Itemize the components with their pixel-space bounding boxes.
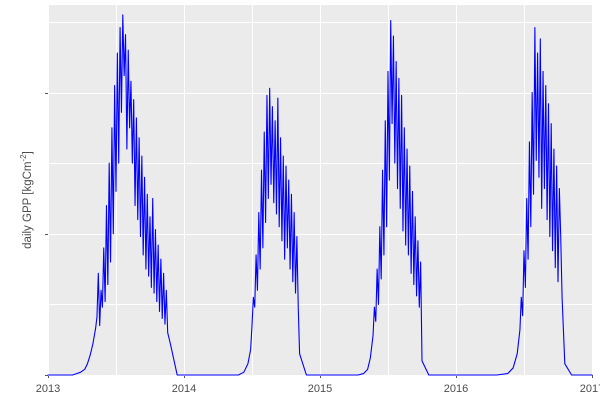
series-layer [48, 5, 592, 375]
gridline-minor-vertical [388, 5, 389, 375]
gridline-major-vertical [48, 5, 50, 375]
y-axis-title: daily GPP [kgCm-2] [16, 0, 34, 400]
x-axis-tick-mark [48, 375, 49, 378]
y-axis-title-suffix: ] [21, 151, 34, 155]
y-axis-tick-mark [45, 375, 48, 376]
x-axis-tick-label: 2013 [35, 383, 61, 395]
series-line-daily-gpp [48, 15, 592, 375]
gridline-major-vertical [184, 5, 186, 375]
x-axis-tick-mark [592, 375, 593, 378]
x-axis-tick-label: 2015 [307, 383, 333, 395]
y-axis-tick-mark [45, 233, 48, 235]
y-axis-title-text: daily GPP [kgCm [21, 161, 34, 249]
x-axis-tick-label: 2014 [171, 383, 197, 395]
y-axis-tick-mark [45, 92, 48, 94]
x-axis-tick-label: 2017 [579, 383, 600, 395]
x-axis-tick-label: 2016 [443, 383, 469, 395]
gridline-minor-vertical [524, 5, 525, 375]
x-axis-tick-mark [320, 375, 321, 378]
gridline-major-vertical [592, 5, 594, 375]
y-axis-title-exponent: -2 [19, 154, 28, 162]
gridline-minor-vertical [252, 5, 253, 375]
x-axis-tick-mark [456, 375, 457, 378]
x-axis-tick-mark [184, 375, 185, 378]
plot-panel [48, 5, 594, 377]
gridline-major-vertical [456, 5, 458, 375]
gridline-major-vertical [320, 5, 322, 375]
